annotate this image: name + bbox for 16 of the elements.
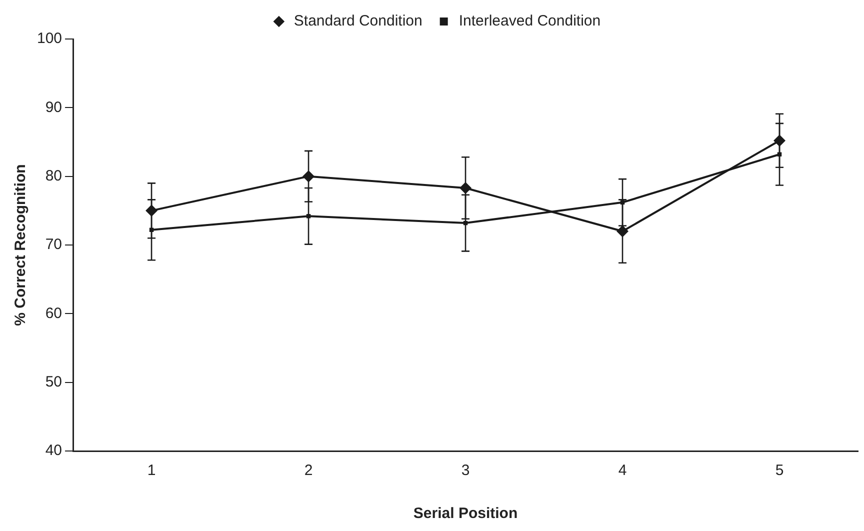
y-tick-label: 50 bbox=[45, 373, 62, 390]
x-tick-label: 4 bbox=[618, 462, 627, 480]
y-tick-label: 40 bbox=[45, 442, 62, 460]
x-tick-label: 5 bbox=[775, 462, 784, 480]
y-tick-label: 90 bbox=[45, 98, 62, 116]
y-tick-label: 100 bbox=[36, 30, 62, 48]
y-tick-label: 80 bbox=[45, 167, 62, 184]
legend-label: Standard Condition bbox=[294, 12, 422, 30]
y-axis-title: % Correct Recognition bbox=[12, 164, 30, 326]
x-tick-label: 1 bbox=[147, 462, 156, 480]
legend-label: Interleaved Condition bbox=[458, 12, 601, 30]
x-axis-title: Serial Position bbox=[413, 505, 518, 522]
x-tick-label: 2 bbox=[304, 462, 313, 480]
y-tick-label: 70 bbox=[45, 236, 62, 254]
x-tick-label: 3 bbox=[461, 462, 470, 480]
y-tick-label: 60 bbox=[45, 304, 62, 322]
